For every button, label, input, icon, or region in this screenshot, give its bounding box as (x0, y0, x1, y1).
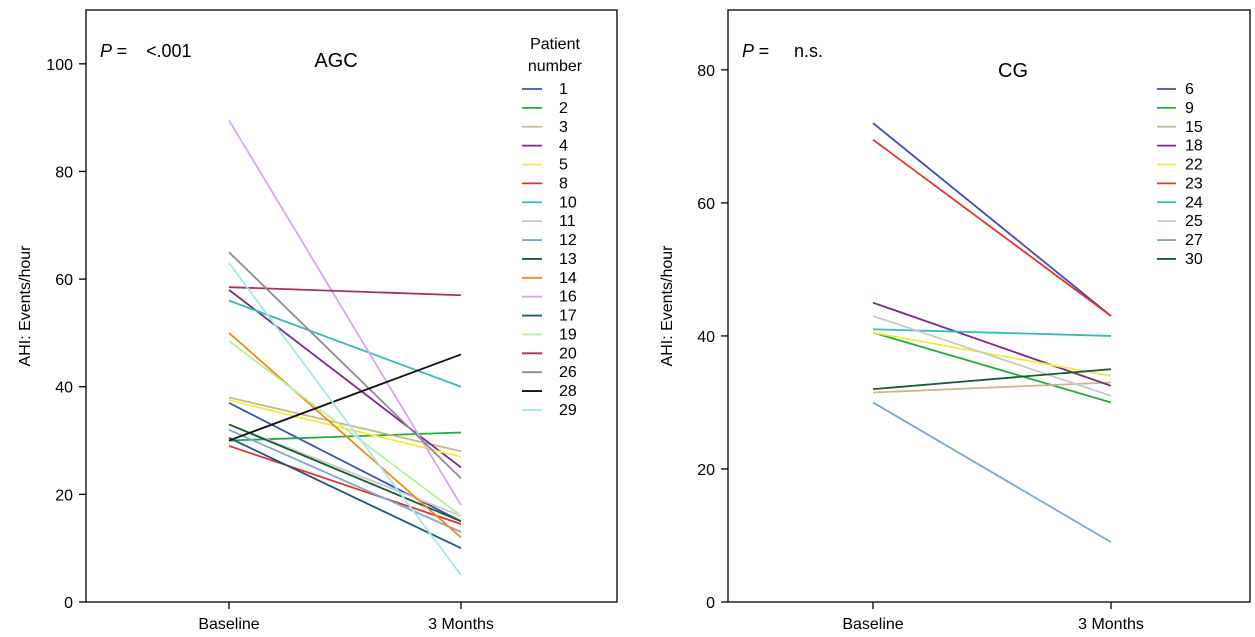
legend-label-19: 19 (559, 326, 577, 343)
legend-label-15: 15 (1185, 119, 1203, 136)
legend-title: number (528, 58, 583, 75)
series-line-23 (872, 138, 1112, 317)
x-tick-label: 3 Months (428, 616, 494, 633)
legend-label-25: 25 (1185, 213, 1203, 230)
legend-label-14: 14 (559, 270, 577, 287)
x-tick-label: Baseline (842, 616, 903, 633)
series-line-8 (228, 445, 462, 525)
y-axis-label: AHI: Events/hour (17, 245, 34, 367)
legend-label-26: 26 (559, 364, 577, 381)
legend-label-1: 1 (559, 81, 568, 98)
legend-label-3: 3 (559, 119, 568, 136)
series-group (228, 119, 462, 576)
series-line-24 (872, 328, 1112, 337)
series-line-22 (872, 331, 1112, 377)
series-line-30 (872, 368, 1112, 391)
y-tick-label: 40 (697, 329, 715, 346)
p-value-prefix: P = (742, 41, 769, 61)
y-tick-label: 60 (697, 196, 715, 213)
legend-label-17: 17 (559, 308, 577, 325)
series-line-27 (872, 401, 1112, 543)
y-tick-label: 60 (55, 272, 73, 289)
y-tick-label: 0 (706, 595, 715, 612)
y-tick-label: 80 (55, 164, 73, 181)
y-tick-label: 80 (697, 63, 715, 80)
legend-label-18: 18 (1185, 138, 1203, 155)
series-line-19 (228, 340, 462, 517)
legend-label-5: 5 (559, 157, 568, 174)
series-line-1 (228, 402, 462, 523)
p-value-text: <.001 (146, 41, 192, 61)
legend-label-11: 11 (559, 213, 576, 230)
series-line-26 (228, 251, 462, 479)
series-line-12 (228, 428, 462, 533)
y-axis-label: AHI: Events/hour (659, 245, 676, 367)
panel-title: AGC (314, 50, 357, 72)
panel-title: CG (998, 60, 1028, 82)
legend-label-9: 9 (1185, 100, 1194, 117)
y-tick-label: 100 (46, 57, 73, 74)
y-tick-label: 40 (55, 380, 73, 397)
p-value-annotation: P = (742, 41, 769, 61)
plot-frame (85, 9, 618, 603)
series-line-25 (872, 315, 1112, 397)
series-line-13 (228, 423, 462, 523)
series-line-20 (228, 286, 462, 297)
y-tick-label: 20 (697, 462, 715, 479)
legend-label-4: 4 (559, 138, 568, 155)
p-value-prefix: P = (100, 41, 127, 61)
p-value-text: n.s. (794, 41, 823, 61)
legend-label-24: 24 (1185, 194, 1203, 211)
series-line-29 (228, 262, 462, 576)
legend-label-20: 20 (559, 345, 577, 362)
x-tick-label: Baseline (198, 616, 259, 633)
legend-label-10: 10 (559, 194, 577, 211)
legend-label-6: 6 (1185, 81, 1194, 98)
legend: Patientnumber123458101112131416171920262… (522, 36, 583, 419)
legend-label-23: 23 (1185, 175, 1203, 192)
legend-label-28: 28 (559, 383, 577, 400)
legend-label-12: 12 (559, 232, 577, 249)
y-tick-label: 0 (64, 595, 73, 612)
series-line-14 (228, 332, 462, 539)
series-group (872, 122, 1112, 543)
series-line-28 (228, 353, 462, 442)
plot-frame (727, 9, 1251, 603)
legend-label-8: 8 (559, 175, 568, 192)
x-tick-label: 3 Months (1078, 616, 1144, 633)
legend-label-30: 30 (1185, 251, 1203, 268)
series-line-6 (872, 122, 1112, 317)
legend-title: Patient (530, 36, 580, 53)
legend-label-2: 2 (559, 100, 568, 117)
legend-label-29: 29 (559, 402, 577, 419)
series-line-4 (228, 289, 462, 469)
series-line-9 (872, 331, 1112, 404)
legend-label-13: 13 (559, 251, 577, 268)
y-tick-label: 20 (55, 487, 73, 504)
series-line-15 (872, 381, 1112, 394)
chart-panel-2: 0 20 40 60 80 Baseline 3 Months AHI: Events/hou… (659, 9, 1251, 633)
legend-label-16: 16 (559, 289, 577, 306)
legend-label-22: 22 (1185, 157, 1203, 174)
series-line-18 (872, 301, 1112, 387)
chart-panel-1: 0 20 40 60 80 100 Baseline 3 Months AHI: Events/… (17, 9, 618, 633)
legend-label-27: 27 (1185, 232, 1203, 249)
series-line-17 (228, 437, 462, 549)
p-value-annotation: P = (100, 41, 127, 61)
